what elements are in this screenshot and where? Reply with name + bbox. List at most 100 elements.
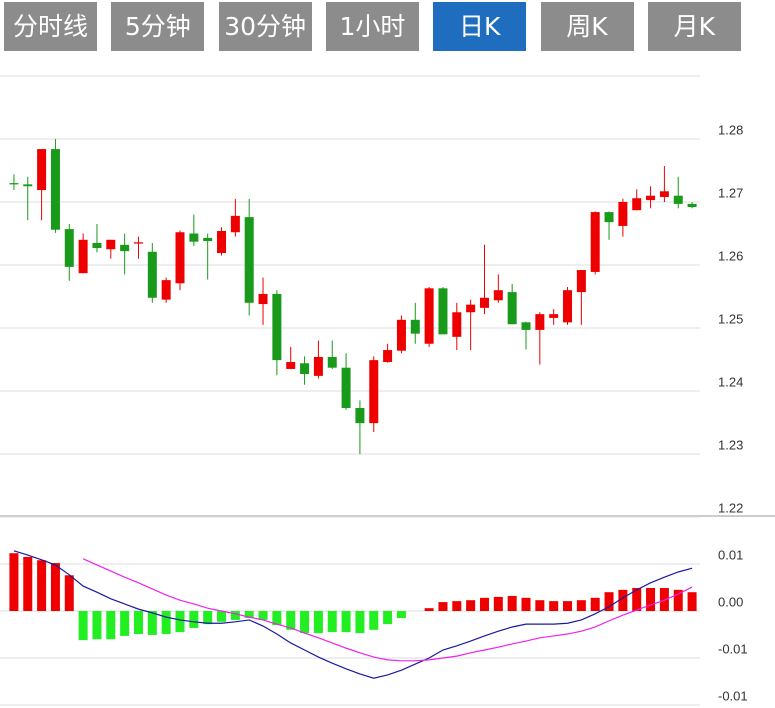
macd-bar [438,602,448,611]
candle-body [327,356,337,368]
macd-bar [286,611,296,630]
candle-body [396,319,406,351]
candle-body [258,293,268,305]
candle-body [563,290,573,323]
y-tick-label: 1.23 [718,437,743,452]
macd-bar [355,611,365,634]
candle-body [383,350,393,363]
candle-body [106,239,116,250]
macd-bar [78,611,88,641]
period-tab[interactable]: 月K [647,2,741,51]
period-tab[interactable]: 分时线 [4,2,97,51]
macd-bar [687,592,697,611]
macd-bar [244,611,254,619]
candle-body [313,356,323,376]
candle-body [300,363,310,374]
macd-bar [590,597,600,611]
candle-body [189,233,199,242]
candle-body [9,183,19,185]
candle-body [604,212,614,223]
candle-body [507,292,517,325]
candle-body [161,280,171,300]
y-tick-label: 1.22 [718,500,743,515]
y-tick-label: -0.01 [718,641,748,656]
candle-body [410,319,420,334]
macd-bar [493,596,503,611]
candle-body [576,270,586,293]
macd-bar [452,601,462,611]
macd-bar [300,611,310,634]
macd-bar [549,601,559,611]
candle-body [438,288,448,335]
candle-body [673,195,683,204]
macd-bar [133,611,143,635]
macd-bar [535,600,545,611]
candle-body [369,360,379,424]
macd-bar [369,611,379,630]
macd-bar [23,556,33,611]
candle-body [286,362,296,369]
y-tick-label: -0.01 [718,688,748,703]
macd-bar [120,611,130,636]
macd-bar [230,611,240,620]
macd-bar [576,600,586,611]
candle-body [64,229,74,267]
candle-body [632,198,642,211]
period-tab[interactable]: 30分钟 [218,2,312,51]
candle-body [133,242,143,244]
macd-bar [383,611,393,625]
macd-bar [521,597,531,611]
candle-body [175,232,185,284]
candle-body [272,293,282,361]
candle-body [203,237,213,242]
macd-bar [175,611,185,633]
macd-bar [64,575,74,611]
y-tick-label: 1.24 [718,374,743,389]
candle-body [92,242,102,248]
candle-body [479,297,489,308]
y-tick-label: 1.25 [718,311,743,326]
candle-body [466,304,476,313]
macd-bar [604,592,614,611]
macd-bar [424,608,434,611]
macd-bar [327,611,337,633]
macd-bar [50,563,60,611]
macd-bar [618,589,628,611]
macd-bar [673,589,683,611]
macd-bar [313,611,323,634]
y-tick-label: 1.26 [718,248,743,263]
candle-body [50,149,60,230]
macd-bar [479,597,489,611]
macd-bar [161,611,171,635]
macd-bar [659,587,669,611]
candle-body [659,191,669,197]
candle-body [78,239,88,274]
candle-body [549,314,559,318]
macd-line [82,558,693,662]
macd-bar [9,553,19,611]
period-tab[interactable]: 5分钟 [111,2,205,51]
candle-body [535,314,545,330]
macd-bar [396,611,406,619]
y-tick-label: 1.27 [718,185,743,200]
period-tab[interactable]: 1小时 [325,2,419,51]
candle-body [341,367,351,409]
candle-body [120,244,130,252]
candle-body [493,290,503,301]
macd-bar [106,611,116,640]
candle-body [147,251,157,298]
period-tab[interactable]: 周K [540,2,634,51]
candle-body [646,195,656,201]
macd-line [13,550,693,679]
macd-bar [632,587,642,611]
macd-bar [217,611,227,622]
y-tick-label: 0.00 [718,594,743,609]
candle-body [217,230,227,254]
macd-bar [147,611,157,635]
candle-body [618,202,628,226]
candle-body [424,288,434,344]
period-tab[interactable]: 日K [433,2,527,51]
macd-bar [189,611,199,628]
